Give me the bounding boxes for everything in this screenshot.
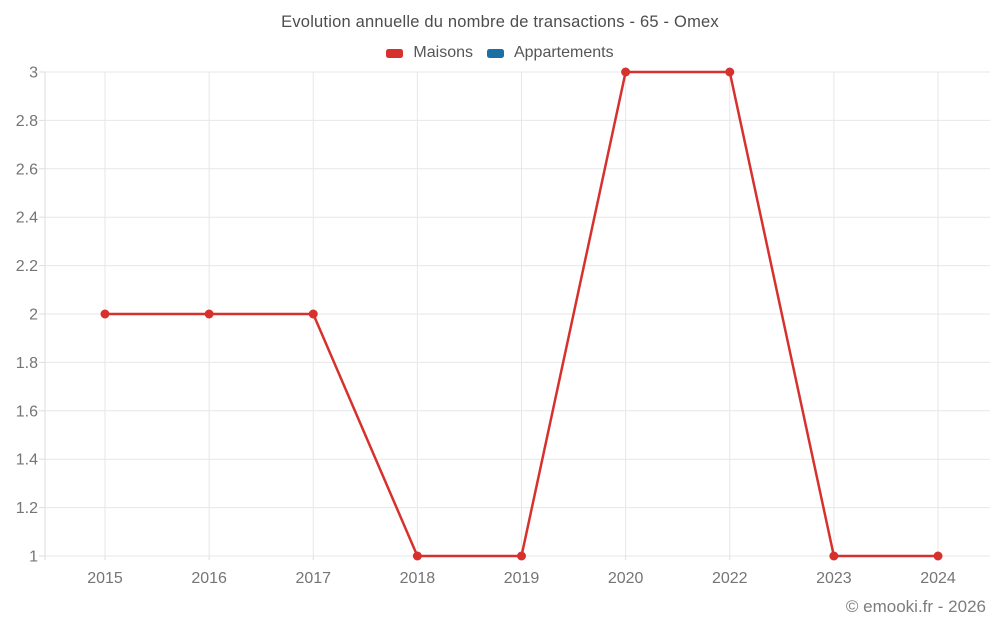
tick-label: 3 [29,65,38,82]
tick-label: 2017 [295,570,331,587]
tick-label: 2018 [400,570,436,587]
data-point-maisons-2018[interactable] [412,551,422,561]
tick-label: 2015 [87,570,123,587]
data-point-maisons-2019[interactable] [517,551,526,561]
tick-label: 2024 [920,570,956,587]
appartements-swatch-icon [486,48,504,58]
data-point-maisons-2023[interactable] [829,551,839,561]
data-point-maisons-2022[interactable] [725,67,735,77]
tick-label: 2022 [712,570,748,587]
maisons-swatch-icon [386,48,404,58]
data-point-maisons-2016[interactable] [204,309,214,319]
tick-label: 2 [29,307,38,324]
tick-label: 1.2 [16,500,38,517]
tick-label: 2.8 [16,113,38,130]
data-point-maisons-2024[interactable] [933,551,943,561]
tick-label: 2.6 [16,161,38,178]
data-point-maisons-2020[interactable] [621,67,631,77]
tick-label: 2023 [816,570,852,587]
tick-label: 1 [29,549,38,566]
tick-label: 1.8 [16,355,38,372]
watermark: © emooki.fr - 2026 [845,597,986,616]
tick-label: 2.2 [16,258,38,275]
legend-label-appartements: Appartements [513,44,614,61]
chart-title: Evolution annuelle du nombre de transact… [281,13,719,31]
tick-label: 2016 [191,570,227,587]
tick-label: 2020 [608,570,644,587]
tick-label: 1.6 [16,403,38,420]
chart-legend: Maisons Appartements [0,44,1000,62]
legend-item-appartements[interactable]: Appartements [486,44,614,62]
tick-label: 1.4 [16,452,38,469]
legend-item-maisons[interactable]: Maisons [386,44,473,62]
tick-label: 2019 [504,570,540,587]
legend-label-maisons: Maisons [413,44,473,61]
data-point-maisons-2017[interactable] [308,309,318,319]
tick-label: 2.4 [16,210,38,227]
data-point-maisons-2015[interactable] [100,309,110,319]
